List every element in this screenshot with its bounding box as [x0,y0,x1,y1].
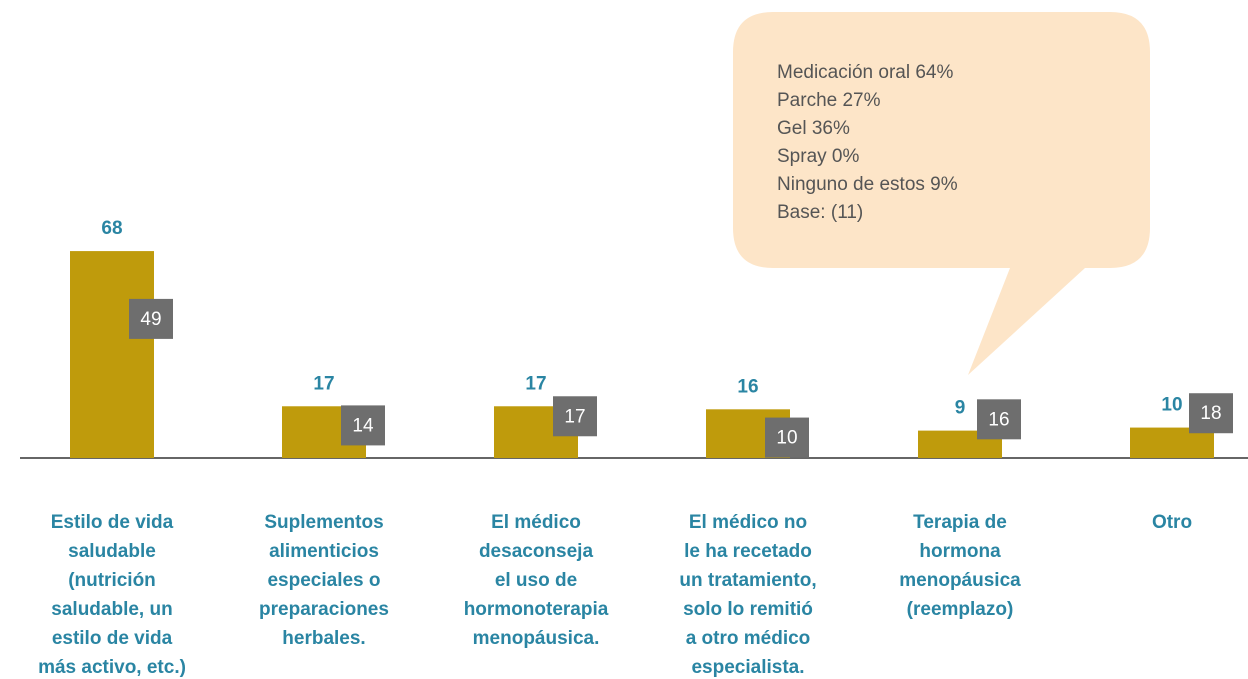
x-tick-label: El médico no le ha recetado un tratamiento… [679,512,816,678]
label-line: hormonoterapia [464,599,609,620]
value-box [129,298,173,339]
label-line: Terapia de [913,512,1007,533]
value-label: 9 [955,398,966,419]
value-box-label: 18 [1200,403,1221,424]
x-tick-label: Estilo de vida saludable (nutrición saludab… [38,512,186,678]
label-line: El médico no [689,512,807,533]
value-label: 68 [101,218,122,239]
label-line: el uso de [495,570,577,591]
annotation-line: Spray 0% [777,146,859,167]
label-line: le ha recetado [684,541,812,562]
label-line: Estilo de vida [51,512,174,533]
value-box [341,405,385,446]
label-line: saludable [68,541,156,562]
value-box-label: 49 [140,309,161,330]
annotation-line: Gel 36% [777,118,850,139]
annotation-line: Base: (11) [777,202,863,223]
callout-bubble [733,12,1150,375]
value-box-label: 14 [352,415,374,436]
annotation-line: Parche 27% [777,90,881,111]
annotation-line: Ninguno de estos 9% [777,174,958,195]
label-line: menopáusica. [473,628,600,649]
value-box [553,396,597,437]
label-line: preparaciones [259,599,389,620]
value-box [765,417,809,458]
label-line: Suplementos [264,512,383,533]
x-tick-label: Otro [1152,512,1192,533]
label-line: alimenticios [269,541,379,562]
label-line: un tratamiento, [679,570,816,591]
value-label: 16 [737,376,758,397]
label-line: estilo de vida [52,628,173,649]
label-line: a otro médico [686,628,811,649]
label-line: El médico [491,512,581,533]
label-line: (nutrición [68,570,156,591]
label-line: saludable, un [51,599,172,620]
annotation-line: Medicación oral 64% [777,62,953,83]
label-line: especialista. [691,657,804,678]
label-line: herbales. [282,628,365,649]
label-line: especiales o [267,570,380,591]
value-label: 17 [313,373,334,394]
x-tick-label: Terapia de hormona menopáusica (reemplazo) [899,512,1021,620]
label-line: Otro [1152,512,1192,533]
label-line: (reemplazo) [907,599,1014,620]
label-line: solo lo remitió [683,599,813,620]
value-box-label: 17 [564,406,585,427]
label-line: menopáusica [899,570,1021,591]
x-tick-label: Suplementos alimenticios especiales o prepa… [259,512,389,649]
label-line: hormona [919,541,1001,562]
value-label: 17 [525,373,546,394]
value-box [1189,393,1233,434]
value-box-label: 10 [776,428,797,449]
value-box [977,399,1021,440]
label-line: más activo, etc.) [38,657,186,678]
value-label: 10 [1161,395,1182,416]
bar [70,251,154,458]
label-line: desaconseja [479,541,593,562]
value-box-label: 16 [988,409,1009,430]
x-tick-label: El médico desaconseja el uso de hormonotera… [464,512,609,649]
